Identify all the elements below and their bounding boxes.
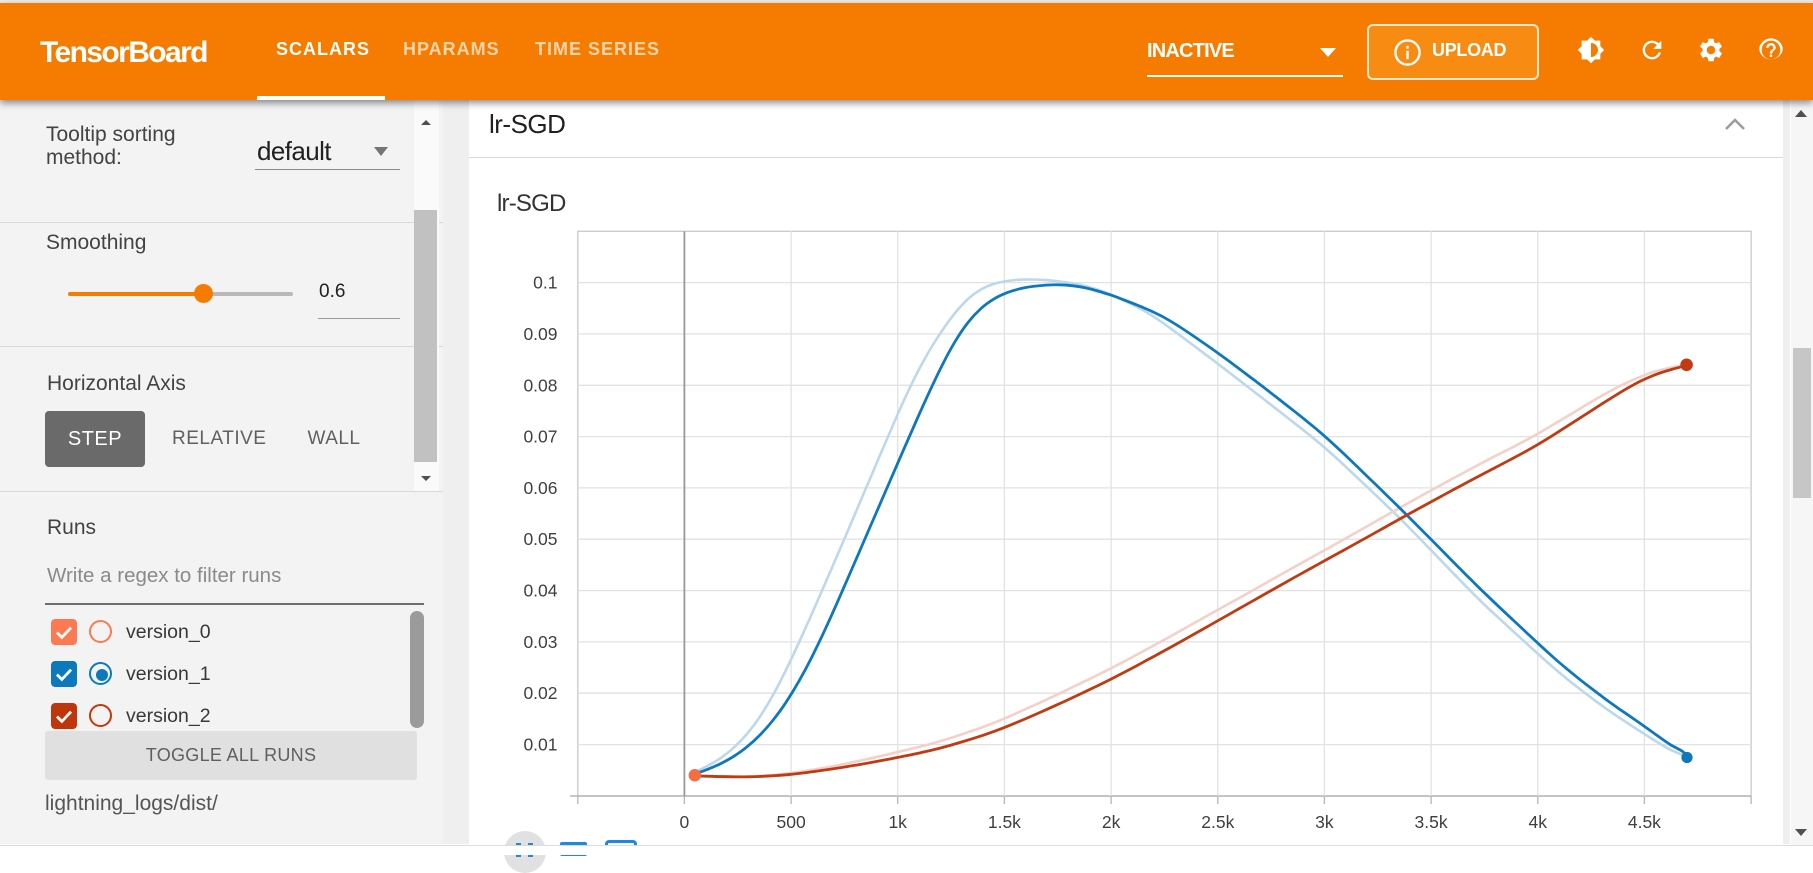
svg-text:4.5k: 4.5k xyxy=(1628,812,1661,832)
svg-text:2.5k: 2.5k xyxy=(1201,812,1234,832)
svg-text:0.1: 0.1 xyxy=(533,273,557,293)
svg-text:0.05: 0.05 xyxy=(523,529,557,549)
svg-text:3k: 3k xyxy=(1315,812,1334,832)
svg-text:0.01: 0.01 xyxy=(523,735,557,755)
svg-text:2k: 2k xyxy=(1102,812,1121,832)
svg-text:0.07: 0.07 xyxy=(523,427,557,447)
svg-text:0.09: 0.09 xyxy=(523,324,557,344)
svg-text:500: 500 xyxy=(776,812,805,832)
svg-text:0.02: 0.02 xyxy=(523,683,557,703)
svg-text:0.08: 0.08 xyxy=(523,375,557,395)
svg-text:0.03: 0.03 xyxy=(523,632,557,652)
svg-text:4k: 4k xyxy=(1529,812,1548,832)
svg-text:3.5k: 3.5k xyxy=(1415,812,1448,832)
svg-text:0.06: 0.06 xyxy=(523,478,557,498)
svg-text:0: 0 xyxy=(680,812,690,832)
svg-text:1k: 1k xyxy=(888,812,907,832)
svg-text:1.5k: 1.5k xyxy=(988,812,1021,832)
svg-text:0.04: 0.04 xyxy=(523,581,557,601)
